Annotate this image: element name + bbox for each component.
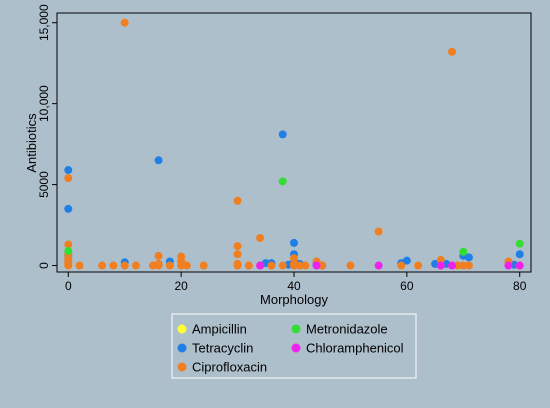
point-ciprofloxacin-11 [120, 261, 129, 270]
legend-label-ampicillin: Ampicillin [192, 322, 247, 337]
point-chloramphenicol-5 [504, 261, 513, 270]
point-ciprofloxacin-1 [64, 240, 73, 249]
point-ciprofloxacin-32 [278, 261, 287, 270]
legend-label-tetracyclin: Tetracyclin [192, 341, 253, 356]
y-axis-title: Antibiotics [24, 113, 39, 173]
point-ciprofloxacin-24 [233, 242, 242, 251]
y-axis: 0 5000 10,000 15,000 [37, 4, 57, 269]
point-ciprofloxacin-8 [98, 261, 107, 270]
x-tick-label: 20 [174, 279, 188, 293]
point-ciprofloxacin-33 [290, 254, 298, 263]
point-ciprofloxacin-48 [459, 261, 468, 270]
data-points [64, 18, 524, 270]
point-ciprofloxacin-25 [233, 250, 242, 259]
point-ciprofloxacin-14 [154, 251, 163, 260]
point-ciprofloxacin-44 [436, 255, 445, 264]
point-ciprofloxacin-17 [165, 261, 174, 270]
point-ciprofloxacin-36 [295, 261, 304, 270]
point-ciprofloxacin-46 [448, 47, 456, 56]
point-tetracyclin-10 [290, 238, 298, 247]
point-tetracyclin-1 [64, 204, 73, 213]
legend-swatch-ciprofloxacin [177, 362, 187, 372]
point-ciprofloxacin-7 [75, 261, 84, 270]
point-ciprofloxacin-9 [109, 261, 118, 270]
x-tick-label: 0 [65, 279, 72, 293]
legend-swatch-chloramphenicol [291, 343, 301, 353]
legend-label-metronidazole: Metronidazole [306, 322, 388, 337]
legend-swatch-metronidazole [291, 324, 301, 334]
y-tick-label: 15,000 [37, 4, 51, 41]
point-tetracyclin-8 [278, 130, 287, 139]
x-axis-title: Morphology [260, 292, 328, 307]
point-ciprofloxacin-39 [318, 261, 327, 270]
legend-label-ciprofloxacin: Ciprofloxacin [192, 360, 267, 375]
legend-label-chloramphenicol: Chloramphenicol [306, 341, 404, 356]
point-chloramphenicol-6 [515, 261, 524, 270]
x-tick-label: 60 [400, 279, 414, 293]
point-ciprofloxacin-31 [267, 261, 276, 270]
point-ciprofloxacin-27 [233, 261, 242, 270]
y-tick-label: 10,000 [37, 85, 51, 122]
point-ciprofloxacin-42 [397, 261, 406, 270]
point-ciprofloxacin-29 [256, 234, 265, 243]
point-metronidazole-1 [278, 177, 287, 186]
point-ciprofloxacin-35 [290, 261, 298, 270]
point-ciprofloxacin-43 [414, 261, 423, 270]
point-ciprofloxacin-16 [154, 261, 163, 270]
point-metronidazole-3 [515, 239, 524, 248]
point-metronidazole-0 [64, 246, 73, 255]
plot-area [56, 12, 532, 273]
point-ciprofloxacin-21 [182, 261, 191, 270]
point-chloramphenicol-1 [312, 261, 321, 270]
legend: Ampicillin Metronidazole Tetracyclin Chlora… [171, 313, 417, 379]
y-tick-label: 0 [37, 262, 51, 269]
point-tetracyclin-4 [154, 156, 163, 165]
y-tick-label: 5000 [37, 171, 51, 198]
point-ciprofloxacin-12 [132, 261, 140, 270]
x-axis: 0 20 40 60 80 [65, 272, 527, 293]
point-chloramphenicol-2 [374, 261, 383, 270]
x-tick-label: 80 [513, 279, 527, 293]
point-tetracyclin-17 [402, 256, 411, 265]
x-tick-label: 40 [287, 279, 301, 293]
legend-swatch-tetracyclin [177, 343, 187, 353]
point-chloramphenicol-0 [256, 261, 265, 270]
point-chloramphenicol-4 [448, 261, 456, 270]
point-ciprofloxacin-22 [199, 261, 208, 270]
point-tetracyclin-21 [464, 253, 473, 262]
point-ciprofloxacin-6 [64, 261, 73, 270]
point-ciprofloxacin-40 [346, 261, 355, 270]
point-chloramphenicol-3 [436, 261, 445, 270]
point-ciprofloxacin-23 [233, 196, 242, 205]
point-ciprofloxacin-49 [464, 261, 473, 270]
point-ciprofloxacin-28 [244, 261, 253, 270]
point-tetracyclin-0 [64, 166, 73, 175]
point-ciprofloxacin-20 [177, 261, 186, 270]
point-ciprofloxacin-47 [453, 261, 462, 270]
point-ciprofloxacin-0 [64, 174, 73, 183]
point-ciprofloxacin-37 [301, 261, 310, 270]
point-metronidazole-2 [459, 247, 468, 256]
point-tetracyclin-22 [515, 250, 524, 259]
point-ciprofloxacin-41 [374, 227, 383, 236]
point-ciprofloxacin-10 [120, 18, 129, 27]
legend-swatch-ampicillin [177, 324, 187, 334]
